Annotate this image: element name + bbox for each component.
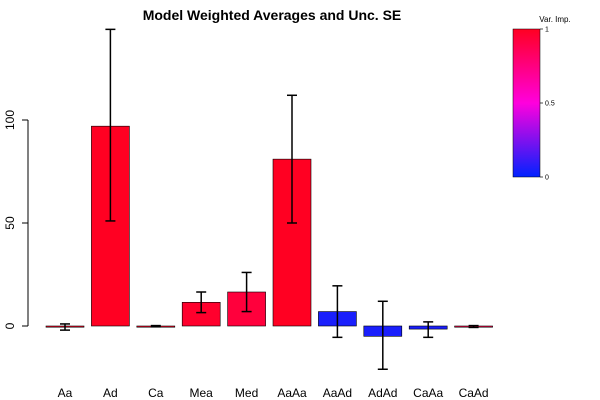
- x-category-label: CaAd: [459, 386, 489, 400]
- chart-title: Model Weighted Averages and Unc. SE: [143, 7, 402, 23]
- x-category-label: Med: [235, 386, 258, 400]
- color-legend: Var. Imp. 00.51: [512, 15, 571, 182]
- y-tick-label: 100: [3, 110, 17, 130]
- error-bars-group: [60, 28, 479, 371]
- legend-title: Var. Imp.: [539, 15, 570, 24]
- y-tick-label: 50: [3, 216, 17, 230]
- x-category-label: CaAa: [413, 386, 443, 400]
- y-axis: 0 50 100: [3, 110, 28, 329]
- bars-group: [45, 125, 493, 337]
- legend-tick-label: 1: [545, 27, 549, 34]
- x-axis-labels: Aa Ad Ca Mea Med AaAa AaAd AdAd CaAa CaAd: [58, 386, 489, 400]
- x-category-label: Aa: [58, 386, 73, 400]
- x-category-label: Ca: [148, 386, 164, 400]
- legend-tick-label: 0.5: [545, 101, 555, 108]
- legend-tick-label: 0: [545, 175, 549, 182]
- legend-gradient-bar: [512, 28, 541, 178]
- x-category-label: AaAd: [323, 386, 352, 400]
- x-category-label: AaAa: [277, 386, 307, 400]
- y-tick-label: 0: [3, 322, 17, 329]
- x-category-label: AdAd: [368, 386, 397, 400]
- x-category-label: Mea: [190, 386, 214, 400]
- x-category-label: Ad: [103, 386, 118, 400]
- legend-ticks: 00.51: [540, 27, 555, 182]
